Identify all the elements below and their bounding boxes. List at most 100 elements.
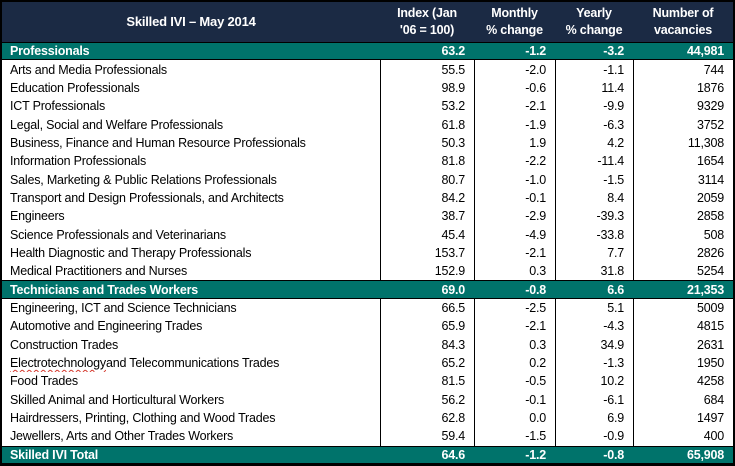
row-label: Professionals <box>10 44 90 59</box>
row-index-value: 56.2 <box>380 390 474 409</box>
table-row: Transport and Design Professionals, and … <box>2 188 733 208</box>
row-monthly-change: -0.1 <box>474 188 555 208</box>
row-vacancies: 5254 <box>633 262 733 281</box>
row-vacancies: 2826 <box>633 243 733 263</box>
row-monthly-change: 0.2 <box>474 353 555 373</box>
table-group-row: Technicians and Trades Workers 69.0 -0.8… <box>2 280 733 299</box>
row-yearly-change: -6.1 <box>555 390 633 409</box>
table-row: Medical Practitioners and Nurses 152.9 0… <box>2 262 733 281</box>
row-yearly-change: -6.3 <box>555 115 633 134</box>
row-label: Skilled IVI Total <box>10 447 99 462</box>
table-row: Engineering, ICT and Science Technicians… <box>2 298 733 318</box>
row-vacancies: 9329 <box>633 97 733 116</box>
table-row: Food Trades 81.5 -0.5 10.2 4258 <box>2 372 733 391</box>
table-row: Skilled Animal and Horticultural Workers… <box>2 390 733 409</box>
row-vacancies: 4815 <box>633 317 733 336</box>
row-yearly-change: -1.1 <box>555 60 633 79</box>
row-yearly-change: -39.3 <box>555 207 633 226</box>
table-group-row: Skilled IVI Total 64.6 -1.2 -0.8 65,908 <box>2 445 733 464</box>
row-yearly-change: -4.3 <box>555 317 633 336</box>
row-yearly-change: -0.8 <box>603 447 624 462</box>
column-header-index-line1: Index (Jan <box>397 6 457 21</box>
table-row: Business, Finance and Human Resource Pro… <box>2 133 733 153</box>
table-header-row: Skilled IVI – May 2014 Index (Jan '06 = … <box>2 2 733 42</box>
row-label: Electrotechnology and Telecommunications… <box>10 356 280 371</box>
row-index-value: 81.5 <box>380 372 474 391</box>
row-vacancies: 684 <box>633 390 733 409</box>
row-monthly-change: -1.2 <box>525 447 546 462</box>
row-yearly-change: -33.8 <box>555 225 633 244</box>
row-monthly-change: -2.2 <box>474 152 555 171</box>
row-monthly-change: -2.5 <box>474 298 555 318</box>
row-monthly-change: 1.9 <box>474 133 555 153</box>
row-yearly-change: 4.2 <box>555 133 633 153</box>
row-index-value: 64.6 <box>441 447 465 462</box>
row-vacancies: 2631 <box>633 335 733 354</box>
row-index-value: 53.2 <box>380 97 474 116</box>
table-row: Legal, Social and Welfare Professionals … <box>2 115 733 134</box>
row-label: Medical Practitioners and Nurses <box>10 264 188 279</box>
row-yearly-change: 31.8 <box>555 262 633 281</box>
table-row: Construction Trades 84.3 0.3 34.9 2631 <box>2 335 733 354</box>
column-header-vacancies-line1: Number of <box>652 6 714 21</box>
row-monthly-change: -2.1 <box>474 97 555 116</box>
row-index-value: 59.4 <box>380 427 474 446</box>
column-header-index: Index (Jan '06 = 100) <box>380 2 474 42</box>
row-monthly-change: -1.9 <box>474 115 555 134</box>
row-label: Transport and Design Professionals, and … <box>10 190 284 205</box>
row-yearly-change: 11.4 <box>555 78 633 98</box>
row-index-value: 65.9 <box>380 317 474 336</box>
table-row: Health Diagnostic and Therapy Profession… <box>2 243 733 263</box>
row-monthly-change: -0.1 <box>474 390 555 409</box>
row-vacancies: 1950 <box>633 353 733 373</box>
table-body: Professionals 63.2 -1.2 -3.2 44,981 Arts… <box>2 42 733 464</box>
row-vacancies: 2858 <box>633 207 733 226</box>
row-label: ICT Professionals <box>10 99 106 114</box>
row-label: Sales, Marketing & Public Relations Prof… <box>10 172 277 187</box>
row-label: Automotive and Engineering Trades <box>10 319 203 334</box>
row-index-value: 84.3 <box>380 335 474 354</box>
row-index-value: 45.4 <box>380 225 474 244</box>
row-monthly-change: -1.5 <box>474 427 555 446</box>
row-index-value: 98.9 <box>380 78 474 98</box>
row-vacancies: 2059 <box>633 188 733 208</box>
row-vacancies: 5009 <box>633 298 733 318</box>
table-group-row: Professionals 63.2 -1.2 -3.2 44,981 <box>2 42 733 61</box>
row-index-value: 80.7 <box>380 170 474 189</box>
row-label: Engineers <box>10 209 65 224</box>
table-row: Jewellers, Arts and Other Trades Workers… <box>2 427 733 446</box>
row-monthly-change: -0.6 <box>474 78 555 98</box>
row-vacancies: 400 <box>633 427 733 446</box>
row-yearly-change: 10.2 <box>555 372 633 391</box>
misspelled-word: Electrotechnology <box>10 356 106 371</box>
row-label: Education Professionals <box>10 80 140 95</box>
row-vacancies: 11,308 <box>633 133 733 153</box>
row-yearly-change: -11.4 <box>555 152 633 171</box>
column-header-monthly-change: Monthly % change <box>474 2 555 42</box>
table-row: Science Professionals and Veterinarians … <box>2 225 733 244</box>
row-yearly-change: -3.2 <box>603 44 624 59</box>
row-index-value: 62.8 <box>380 408 474 428</box>
row-index-value: 153.7 <box>380 243 474 263</box>
table-row: Education Professionals 98.9 -0.6 11.4 1… <box>2 78 733 98</box>
row-yearly-change: -0.9 <box>555 427 633 446</box>
row-label: Food Trades <box>10 374 78 389</box>
row-label: Skilled Animal and Horticultural Workers <box>10 392 225 407</box>
row-index-value: 61.8 <box>380 115 474 134</box>
table-row: Information Professionals 81.8 -2.2 -11.… <box>2 152 733 171</box>
row-vacancies: 1654 <box>633 152 733 171</box>
row-vacancies: 4258 <box>633 372 733 391</box>
row-label: Engineering, ICT and Science Technicians <box>10 300 237 315</box>
row-monthly-change: -4.9 <box>474 225 555 244</box>
row-monthly-change: -2.1 <box>474 317 555 336</box>
row-yearly-change: 6.6 <box>607 282 624 297</box>
column-header-yearly-line1: Yearly <box>576 6 612 21</box>
row-yearly-change: 8.4 <box>555 188 633 208</box>
column-header-vacancies: Number of vacancies <box>633 2 733 42</box>
row-monthly-change: -2.0 <box>474 60 555 79</box>
row-index-value: 38.7 <box>380 207 474 226</box>
row-monthly-change: -2.9 <box>474 207 555 226</box>
row-monthly-change: 0.3 <box>474 262 555 281</box>
row-label: Hairdressers, Printing, Clothing and Woo… <box>10 411 276 426</box>
